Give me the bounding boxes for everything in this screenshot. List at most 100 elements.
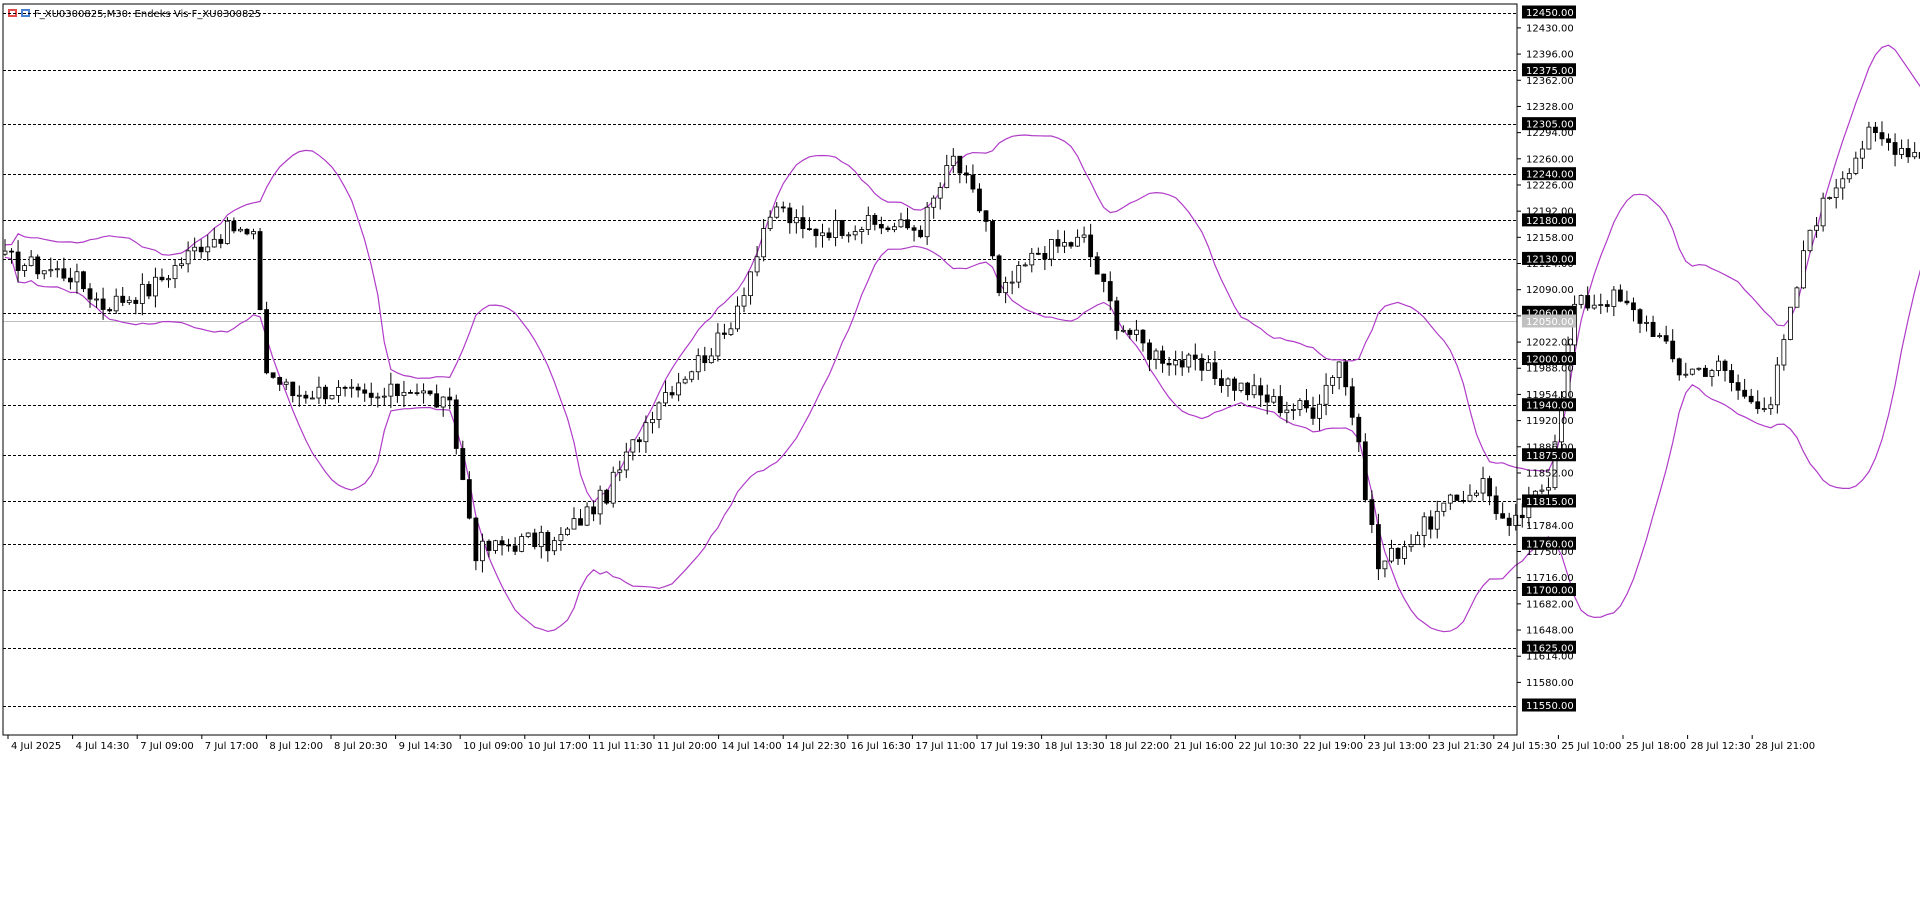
candle-body: [493, 540, 498, 551]
time-tick-label: 28 Jul 12:30: [1691, 741, 1751, 752]
candle: [610, 466, 616, 508]
candle-body: [1598, 304, 1604, 306]
candle: [1912, 142, 1918, 160]
candle: [839, 219, 845, 239]
time-tick-label: 14 Jul 22:30: [786, 741, 846, 752]
candle-body: [793, 217, 799, 224]
candle: [1461, 490, 1466, 504]
candle: [1310, 396, 1316, 425]
candle: [1768, 396, 1774, 415]
time-tick-label: 10 Jul 09:00: [463, 741, 523, 752]
candle: [1212, 350, 1218, 386]
candle-body: [892, 226, 897, 231]
candle-body: [231, 220, 237, 232]
candle-body: [100, 298, 106, 310]
candle-body: [1474, 492, 1479, 496]
candle: [1735, 374, 1741, 400]
level-label-box: [1522, 352, 1576, 365]
candle: [1676, 357, 1682, 381]
price-tick-label: 12430.00: [1526, 23, 1574, 34]
candle-body: [172, 265, 178, 280]
candle-body: [316, 386, 322, 399]
candle: [1840, 171, 1846, 200]
candle-body: [695, 355, 701, 373]
candle-body: [898, 219, 904, 228]
candle: [460, 440, 466, 481]
candle: [617, 460, 623, 482]
candle-body: [1251, 385, 1257, 396]
candle-body: [918, 229, 923, 238]
candle: [787, 202, 793, 234]
candle-body: [218, 238, 224, 244]
candle-body: [1853, 157, 1859, 174]
candle: [977, 183, 982, 213]
candle: [1395, 547, 1401, 566]
candle: [833, 209, 838, 247]
level-label: 11625.00: [1526, 643, 1574, 654]
candle: [107, 307, 113, 313]
candle-body: [1219, 378, 1224, 386]
candle-body: [466, 479, 472, 519]
price-tick-label: 11716.00: [1526, 573, 1574, 584]
candle-body: [1840, 178, 1846, 189]
candle-body: [1735, 382, 1741, 391]
candle-body: [878, 223, 884, 229]
candle: [251, 228, 256, 240]
candle: [1781, 334, 1787, 371]
level-label-box: [1522, 536, 1576, 550]
candle-body: [1081, 234, 1087, 238]
candle-body: [1349, 386, 1355, 418]
candle: [342, 385, 348, 397]
candle-body: [656, 402, 662, 420]
candle-body: [1519, 514, 1525, 519]
candle: [1761, 397, 1767, 413]
candle: [453, 394, 459, 455]
candle-body: [499, 540, 505, 546]
time-tick-label: 11 Jul 20:00: [657, 741, 717, 752]
price-tick-label: 12396.00: [1526, 50, 1574, 61]
candle: [996, 254, 1002, 297]
candle: [54, 260, 60, 278]
candle: [1428, 510, 1434, 539]
candle-body: [427, 390, 433, 395]
price-tick-label: 12362.00: [1526, 76, 1574, 87]
candle-body: [1807, 229, 1813, 252]
candle: [852, 225, 858, 241]
time-tick-label: 4 Jul 14:30: [76, 741, 130, 752]
candle-body: [460, 448, 466, 480]
time-tick-label: 18 Jul 13:30: [1045, 741, 1105, 752]
candle-body: [185, 250, 191, 265]
candle-body: [1356, 416, 1362, 443]
chart-type-icon-inner: [10, 11, 15, 15]
candle: [1886, 133, 1891, 151]
candle: [499, 536, 505, 556]
candle: [1742, 378, 1748, 399]
candle-body: [1140, 329, 1146, 344]
price-tick-label: 11750.00: [1526, 547, 1574, 558]
candle: [1644, 315, 1649, 332]
candle-body: [1696, 367, 1702, 370]
candle-body: [663, 392, 668, 404]
candle-body: [905, 219, 910, 229]
candle: [493, 539, 498, 554]
candle-body: [22, 265, 28, 271]
candle-body: [309, 397, 315, 400]
candle: [1879, 121, 1885, 146]
candle: [1284, 401, 1290, 424]
candle-body: [1035, 252, 1041, 255]
candle-body: [368, 392, 374, 398]
candle: [1134, 319, 1139, 342]
candle: [447, 387, 453, 410]
candle-body: [957, 155, 963, 174]
candle: [408, 389, 413, 394]
candle-body: [192, 246, 198, 252]
candle-body: [264, 309, 270, 374]
time-tick-label: 14 Jul 14:00: [722, 741, 782, 752]
candle: [1716, 355, 1721, 377]
candle-body: [1022, 264, 1028, 267]
candle: [1140, 329, 1146, 352]
candle-body: [1689, 368, 1695, 375]
candle-body: [1768, 404, 1774, 409]
candle-body: [1415, 535, 1421, 545]
